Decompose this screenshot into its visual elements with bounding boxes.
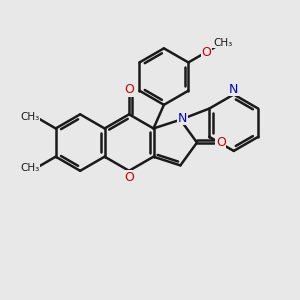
Text: CH₃: CH₃ xyxy=(213,38,232,48)
Text: N: N xyxy=(178,112,188,125)
Text: CH₃: CH₃ xyxy=(20,112,40,122)
Text: O: O xyxy=(124,83,134,97)
Text: N: N xyxy=(229,82,238,96)
Text: O: O xyxy=(216,136,226,149)
Text: O: O xyxy=(124,171,134,184)
Text: CH₃: CH₃ xyxy=(20,163,40,173)
Text: O: O xyxy=(201,46,211,59)
